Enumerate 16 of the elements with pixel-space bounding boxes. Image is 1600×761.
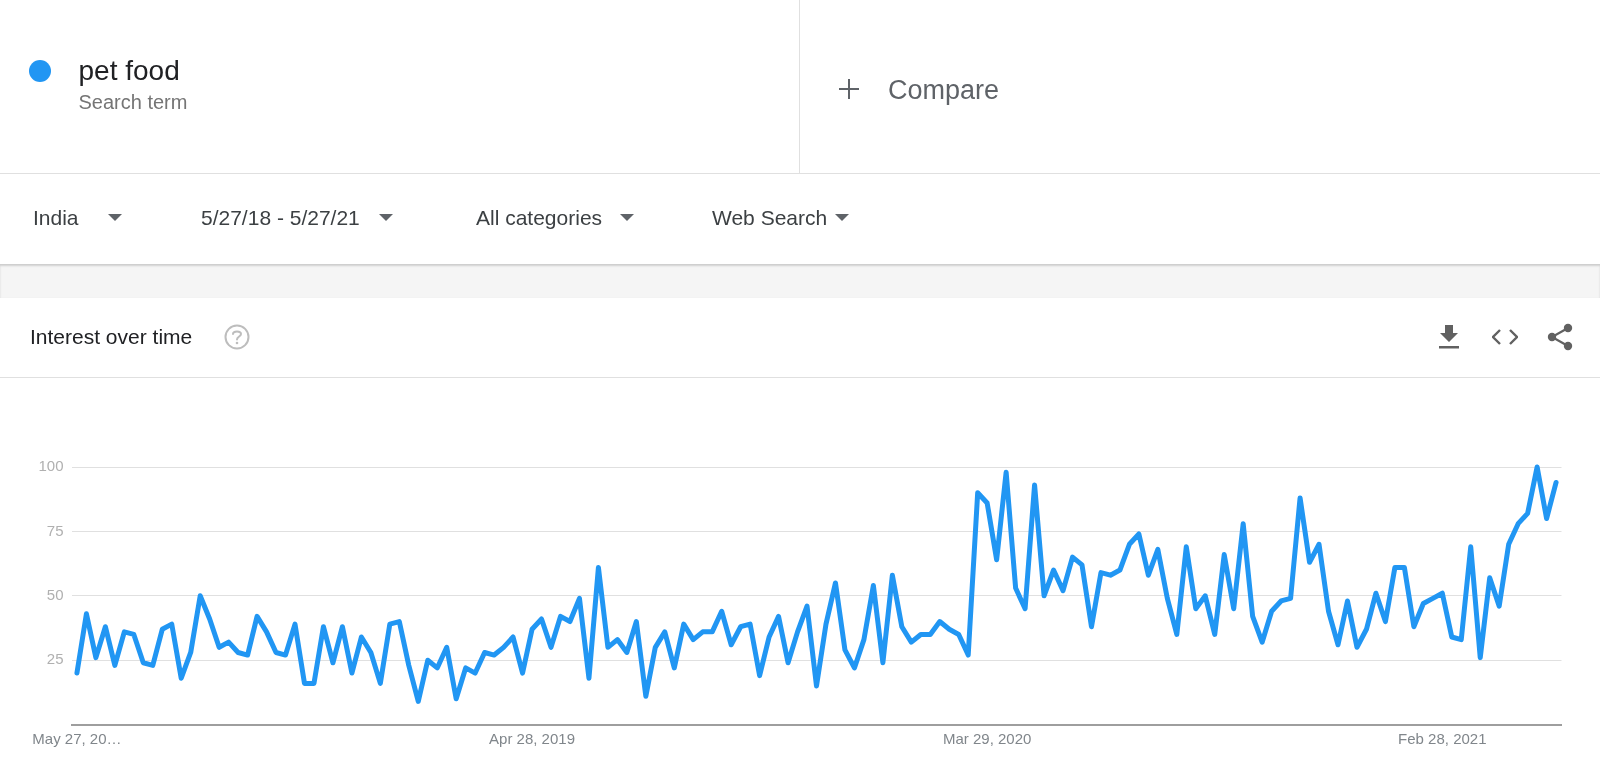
text: 5/27/18 - 5/27/21: [201, 206, 360, 230]
x-tick-label: Mar 29, 2020: [942, 729, 1032, 747]
text: All categories: [476, 206, 603, 230]
x-tick-label: May 27, 20…: [32, 729, 122, 747]
text: India: [33, 206, 79, 230]
text: Web Search: [712, 206, 828, 230]
y-tick-label: 100: [38, 457, 64, 475]
text: Compare: [888, 74, 1000, 106]
chart-title: Interest over time: [30, 325, 193, 349]
y-tick-label: 25: [46, 650, 64, 668]
legend-label: pet food: [78, 55, 180, 86]
x-tick-label: Feb 28, 2021: [1398, 729, 1487, 747]
y-tick-label: 75: [46, 521, 64, 539]
text: Search term: [78, 91, 188, 113]
y-tick-label: 50: [46, 585, 64, 603]
x-tick-label: Apr 28, 2019: [489, 729, 575, 747]
